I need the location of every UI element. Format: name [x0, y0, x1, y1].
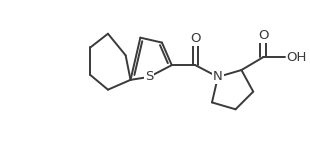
Text: OH: OH [286, 51, 307, 64]
Text: O: O [258, 29, 268, 42]
Text: S: S [145, 70, 153, 83]
Text: O: O [190, 32, 201, 45]
Text: N: N [213, 70, 223, 83]
